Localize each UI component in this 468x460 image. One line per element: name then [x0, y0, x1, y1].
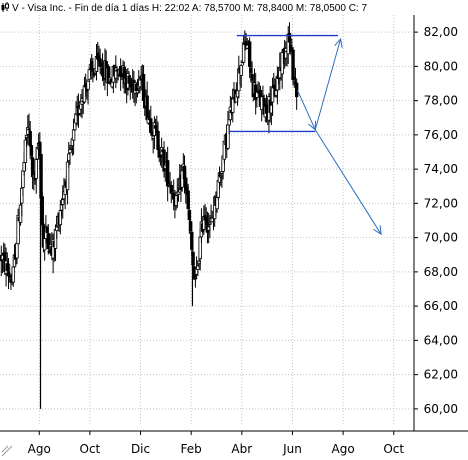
projection-arrow [314, 38, 342, 130]
candle-body [40, 196, 44, 226]
candlestick [162, 141, 166, 178]
x-tick-label: Feb [181, 442, 202, 456]
candlestick-icon [1, 2, 9, 12]
candlestick [239, 63, 243, 88]
y-tick-label: 60,00 [424, 402, 458, 416]
candle-body [261, 94, 265, 97]
candlestick [294, 78, 299, 110]
candle-body [65, 161, 70, 191]
x-tick-label: Oct [80, 442, 101, 456]
y-tick-label: 76,00 [424, 128, 458, 142]
projection-arrowhead [334, 37, 343, 48]
candle-body [58, 210, 63, 226]
y-tick-label: 74,00 [424, 162, 458, 176]
y-tick-label: 72,00 [424, 196, 458, 210]
candlestick [65, 157, 70, 205]
candle-body [176, 191, 181, 195]
chart-header-label: V - Visa Inc. - Fin de día 1 días H: 22:… [12, 3, 367, 14]
x-tick-label: Ago [28, 442, 51, 456]
chart-header: V - Visa Inc. - Fin de día 1 días H: 22:… [1, 2, 367, 14]
candle-body [11, 266, 16, 283]
candle-body [165, 160, 170, 187]
candlestick [190, 222, 194, 256]
y-tick-label: 80,00 [424, 59, 458, 73]
candlestick [46, 224, 50, 255]
candle-body [239, 65, 243, 76]
projection-arrow [297, 90, 316, 130]
y-tick-label: 70,00 [424, 231, 458, 245]
candle-body [241, 42, 246, 63]
candle-body [28, 130, 32, 147]
candle-body [16, 214, 20, 245]
y-tick-label: 68,00 [424, 265, 458, 279]
x-tick-label: Oct [383, 442, 404, 456]
candle-body [86, 80, 90, 90]
target-arrow [314, 129, 382, 235]
candle-body [196, 265, 200, 270]
y-tick-label: 82,00 [424, 25, 458, 39]
candle-body [190, 231, 194, 250]
x-tick-label: Ago [332, 442, 355, 456]
candle-body [46, 233, 50, 249]
candlestick [16, 208, 20, 245]
candle-body [231, 98, 235, 113]
candle-body [15, 242, 19, 259]
y-tick-label: 66,00 [424, 299, 458, 313]
axes: 60,00 62,00 64,00 66,00 68,00 70,00 72,00 74,00… [0, 15, 468, 456]
target-arrowhead [373, 225, 382, 236]
y-tick-label: 78,00 [424, 94, 458, 108]
candle-body [29, 145, 34, 156]
x-tick-label: Jun [282, 442, 302, 456]
candlestick [165, 146, 170, 202]
candlestick [86, 80, 90, 105]
y-tick-label: 64,00 [424, 333, 458, 347]
candle-body [208, 222, 212, 225]
candlestick [23, 137, 28, 171]
y-tick-label: 62,00 [424, 368, 458, 382]
candle-body [34, 159, 38, 179]
candle-body [162, 149, 166, 172]
candlestick [291, 46, 295, 86]
candlestick [241, 35, 246, 66]
candle-body [294, 82, 299, 98]
resize-grip-icon[interactable] [1, 445, 13, 457]
candle-body [55, 226, 59, 232]
x-tick-label: Dic [131, 442, 150, 456]
candle-body [23, 139, 28, 163]
candle-body [247, 41, 252, 67]
candlesticks [0, 22, 299, 409]
candle-body [291, 49, 295, 81]
annotations [229, 34, 382, 236]
x-tick-label: Abr [231, 442, 252, 456]
